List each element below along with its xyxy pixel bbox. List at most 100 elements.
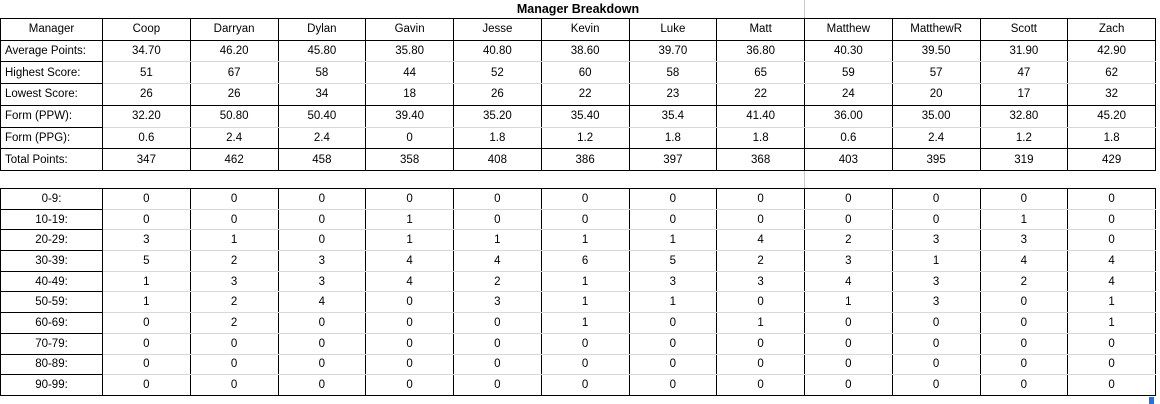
distribution-cell[interactable]: 1 xyxy=(365,209,454,231)
distribution-cell[interactable]: 0 xyxy=(277,209,367,231)
manager-name-header[interactable]: Scott xyxy=(979,18,1069,41)
distribution-cell[interactable]: 0 xyxy=(277,188,367,210)
distribution-cell[interactable]: 3 xyxy=(891,271,981,293)
stat-cell[interactable]: 35.20 xyxy=(453,105,542,128)
distribution-cell[interactable]: 0 xyxy=(189,209,279,231)
distribution-cell[interactable]: 0 xyxy=(979,354,1069,376)
distribution-cell[interactable]: 0 xyxy=(102,333,191,355)
distribution-cell[interactable]: 0 xyxy=(365,374,454,396)
distribution-cell[interactable]: 0 xyxy=(628,333,718,355)
distribution-cell[interactable]: 0 xyxy=(453,333,542,355)
distribution-cell[interactable]: 0 xyxy=(891,209,981,231)
stat-row-label[interactable]: Form (PPG): xyxy=(0,127,103,150)
stat-cell[interactable]: 35.40 xyxy=(540,105,630,128)
distribution-cell[interactable]: 5 xyxy=(102,250,191,272)
stat-cell[interactable]: 39.50 xyxy=(891,40,981,63)
distribution-cell[interactable]: 0 xyxy=(365,354,454,376)
manager-name-header[interactable]: Kevin xyxy=(540,18,630,41)
distribution-cell[interactable]: 0 xyxy=(804,354,893,376)
stat-cell[interactable]: 22 xyxy=(716,83,805,106)
stat-row-label[interactable]: Average Points: xyxy=(0,40,103,63)
manager-name-header[interactable]: MatthewR xyxy=(891,18,981,41)
distribution-cell[interactable]: 0 xyxy=(102,374,191,396)
stat-cell[interactable]: 45.20 xyxy=(1067,105,1156,128)
stat-row-label[interactable]: Lowest Score: xyxy=(0,83,103,106)
distribution-cell[interactable]: 1 xyxy=(628,229,718,252)
stat-cell[interactable]: 1.8 xyxy=(716,127,805,150)
distribution-cell[interactable]: 0 xyxy=(891,354,981,376)
distribution-cell[interactable]: 3 xyxy=(453,291,542,314)
stat-cell[interactable]: 1.8 xyxy=(628,127,718,150)
stat-cell[interactable]: 20 xyxy=(891,83,981,106)
distribution-cell[interactable]: 0 xyxy=(102,312,191,334)
stat-cell[interactable]: 40.30 xyxy=(804,40,893,63)
range-row-label[interactable]: 0-9: xyxy=(0,188,103,210)
range-row-label[interactable]: 60-69: xyxy=(0,312,103,334)
distribution-cell[interactable]: 1 xyxy=(540,312,630,334)
distribution-cell[interactable]: 0 xyxy=(453,312,542,334)
distribution-cell[interactable]: 0 xyxy=(804,333,893,355)
distribution-cell[interactable]: 2 xyxy=(189,250,279,272)
distribution-cell[interactable]: 0 xyxy=(891,333,981,355)
distribution-cell[interactable]: 1 xyxy=(102,291,191,314)
stat-cell[interactable]: 35.80 xyxy=(365,40,454,63)
manager-name-header[interactable]: Matt xyxy=(716,18,805,41)
stat-cell[interactable]: 50.80 xyxy=(189,105,279,128)
distribution-cell[interactable]: 2 xyxy=(716,250,805,272)
stat-cell[interactable]: 31.90 xyxy=(979,40,1069,63)
stat-cell[interactable]: 0.6 xyxy=(804,127,893,150)
distribution-cell[interactable]: 0 xyxy=(891,188,981,210)
distribution-cell[interactable]: 0 xyxy=(453,209,542,231)
distribution-cell[interactable]: 0 xyxy=(1067,188,1156,210)
stat-cell[interactable]: 23 xyxy=(628,83,718,106)
stat-cell[interactable]: 45.80 xyxy=(277,40,367,63)
stat-cell[interactable]: 36.00 xyxy=(804,105,893,128)
distribution-cell[interactable]: 0 xyxy=(453,374,542,396)
distribution-cell[interactable]: 1 xyxy=(979,209,1069,231)
stat-cell[interactable]: 2.4 xyxy=(277,127,367,150)
stat-row-label[interactable]: Total Points: xyxy=(0,148,103,171)
stat-cell[interactable]: 319 xyxy=(979,148,1069,171)
stat-cell[interactable]: 17 xyxy=(979,83,1069,106)
distribution-cell[interactable]: 3 xyxy=(804,250,893,272)
range-row-label[interactable]: 90-99: xyxy=(0,374,103,396)
stat-cell[interactable]: 47 xyxy=(979,61,1069,85)
distribution-cell[interactable]: 4 xyxy=(1067,271,1156,293)
distribution-cell[interactable]: 3 xyxy=(102,229,191,252)
distribution-cell[interactable]: 4 xyxy=(804,271,893,293)
distribution-cell[interactable]: 6 xyxy=(540,250,630,272)
range-row-label[interactable]: 40-49: xyxy=(0,271,103,293)
range-row-label[interactable]: 50-59: xyxy=(0,291,103,314)
distribution-cell[interactable]: 2 xyxy=(804,229,893,252)
distribution-cell[interactable]: 1 xyxy=(540,229,630,252)
stat-cell[interactable]: 65 xyxy=(716,61,805,85)
distribution-cell[interactable]: 0 xyxy=(453,354,542,376)
distribution-cell[interactable]: 0 xyxy=(189,354,279,376)
distribution-cell[interactable]: 0 xyxy=(804,209,893,231)
distribution-cell[interactable]: 4 xyxy=(453,250,542,272)
stat-cell[interactable]: 50.40 xyxy=(277,105,367,128)
manager-name-header[interactable]: Zach xyxy=(1067,18,1156,41)
distribution-cell[interactable]: 0 xyxy=(628,312,718,334)
manager-name-header[interactable]: Luke xyxy=(628,18,718,41)
distribution-cell[interactable]: 0 xyxy=(540,354,630,376)
distribution-cell[interactable]: 0 xyxy=(716,209,805,231)
distribution-cell[interactable]: 0 xyxy=(979,188,1069,210)
distribution-cell[interactable]: 0 xyxy=(804,188,893,210)
stat-cell[interactable]: 60 xyxy=(540,61,630,85)
stat-cell[interactable]: 2.4 xyxy=(891,127,981,150)
stat-cell[interactable]: 2.4 xyxy=(189,127,279,150)
distribution-cell[interactable]: 0 xyxy=(1067,333,1156,355)
stat-cell[interactable]: 58 xyxy=(277,61,367,85)
stat-cell[interactable]: 386 xyxy=(540,148,630,171)
range-row-label[interactable]: 70-79: xyxy=(0,333,103,355)
distribution-cell[interactable]: 2 xyxy=(189,312,279,334)
distribution-cell[interactable]: 0 xyxy=(540,333,630,355)
stat-cell[interactable]: 38.60 xyxy=(540,40,630,63)
distribution-cell[interactable]: 2 xyxy=(979,271,1069,293)
distribution-cell[interactable]: 0 xyxy=(102,354,191,376)
distribution-cell[interactable]: 0 xyxy=(716,333,805,355)
stat-cell[interactable]: 0 xyxy=(365,127,454,150)
manager-name-header[interactable]: Darryan xyxy=(189,18,279,41)
stat-cell[interactable]: 46.20 xyxy=(189,40,279,63)
